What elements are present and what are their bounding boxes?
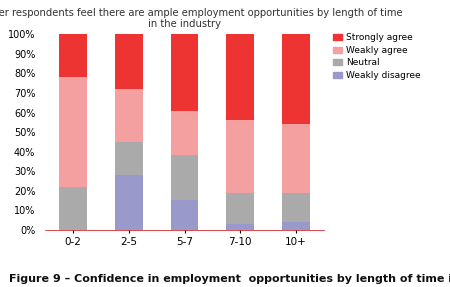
Bar (282, 34, 310, 124)
Bar (115, 175, 143, 230)
Bar (282, 193, 310, 222)
Bar (226, 34, 254, 120)
Bar (226, 193, 254, 224)
Bar (171, 34, 198, 110)
Bar (115, 142, 143, 175)
Bar (115, 89, 143, 142)
Text: Figure 9 – Confidence in employment  opportunities by length of time in the indu: Figure 9 – Confidence in employment oppo… (9, 274, 450, 284)
Bar (59, 187, 87, 230)
Bar (226, 224, 254, 230)
Bar (226, 120, 254, 193)
Bar (115, 34, 143, 89)
Bar (59, 34, 87, 77)
Bar (282, 124, 310, 193)
Legend: Strongly agree, Weakly agree, Neutral, Weakly disagree: Strongly agree, Weakly agree, Neutral, W… (333, 33, 420, 80)
Bar (282, 222, 310, 230)
Bar (171, 200, 198, 230)
Bar (171, 110, 198, 156)
Bar (59, 77, 87, 187)
Title: Whether respondents feel there are ample employment opportunities by length of t: Whether respondents feel there are ample… (0, 8, 403, 30)
Bar (171, 156, 198, 200)
